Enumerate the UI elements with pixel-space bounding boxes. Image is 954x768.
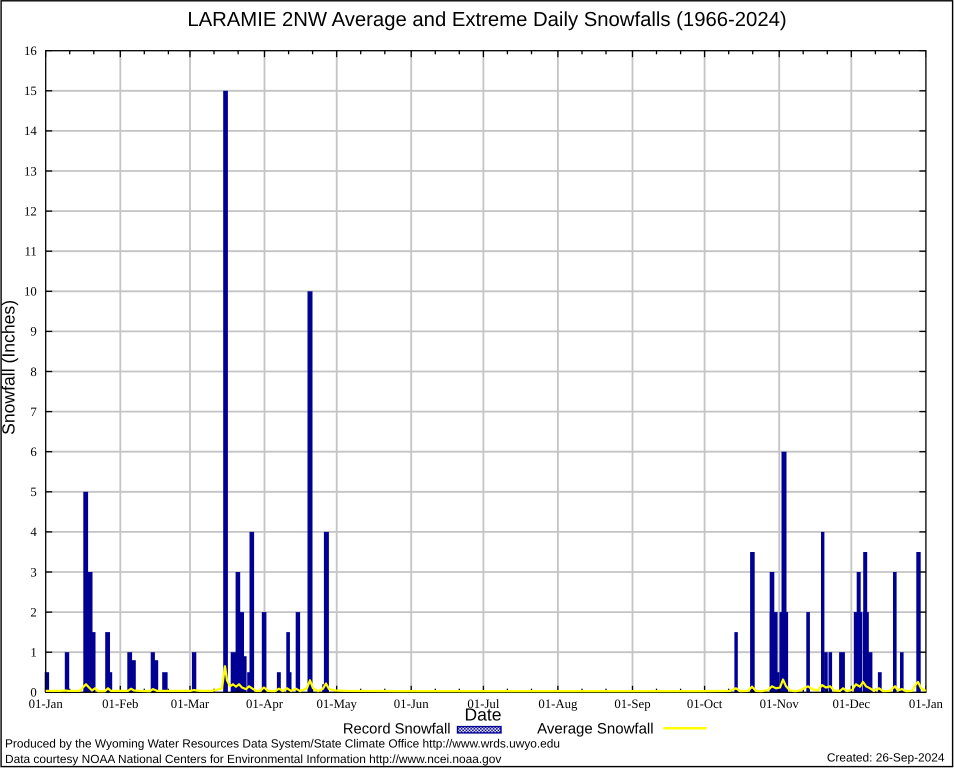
svg-text:13: 13 [24, 164, 37, 178]
svg-text:7: 7 [30, 405, 37, 419]
svg-text:01-Oct: 01-Oct [687, 697, 723, 711]
svg-text:01-May: 01-May [316, 697, 357, 711]
svg-text:12: 12 [24, 204, 37, 218]
svg-text:Data courtesy NOAA National Ce: Data courtesy NOAA National Centers for … [5, 752, 501, 766]
svg-text:1: 1 [30, 646, 36, 660]
svg-text:01-Jan: 01-Jan [909, 697, 944, 711]
svg-text:01-Jul: 01-Jul [467, 697, 499, 711]
svg-text:3: 3 [30, 565, 36, 579]
svg-text:Created: 26-Sep-2024: Created: 26-Sep-2024 [827, 751, 945, 765]
svg-text:5: 5 [30, 485, 36, 499]
svg-text:Date: Date [465, 704, 502, 724]
svg-text:01-Apr: 01-Apr [246, 697, 284, 711]
svg-text:01-Jan: 01-Jan [29, 697, 64, 711]
svg-text:15: 15 [24, 84, 37, 98]
svg-text:0: 0 [30, 686, 36, 700]
svg-text:01-Mar: 01-Mar [171, 697, 210, 711]
svg-text:Produced by the Wyoming Water: Produced by the Wyoming Water Resources … [5, 737, 560, 751]
svg-text:8: 8 [30, 365, 36, 379]
svg-text:14: 14 [24, 124, 37, 138]
svg-text:01-Dec: 01-Dec [832, 697, 870, 711]
svg-text:01-Sep: 01-Sep [614, 697, 650, 711]
svg-text:11: 11 [24, 245, 36, 259]
svg-text:9: 9 [30, 325, 36, 339]
svg-text:6: 6 [30, 445, 37, 459]
svg-text:01-Jun: 01-Jun [394, 697, 429, 711]
svg-text:01-Nov: 01-Nov [760, 697, 800, 711]
svg-text:Record Snowfall: Record Snowfall [343, 722, 451, 738]
svg-text:Average Snowfall: Average Snowfall [537, 721, 653, 738]
svg-text:LARAMIE 2NW Average and Extrem: LARAMIE 2NW Average and Extreme Daily Sn… [187, 9, 786, 31]
svg-text:01-Aug: 01-Aug [538, 697, 578, 711]
svg-text:4: 4 [30, 525, 37, 539]
svg-text:2: 2 [30, 605, 36, 619]
svg-text:01-Feb: 01-Feb [102, 697, 138, 711]
svg-text:Snowfall (Inches): Snowfall (Inches) [0, 300, 19, 435]
svg-text:16: 16 [24, 44, 37, 58]
svg-text:10: 10 [24, 285, 37, 299]
